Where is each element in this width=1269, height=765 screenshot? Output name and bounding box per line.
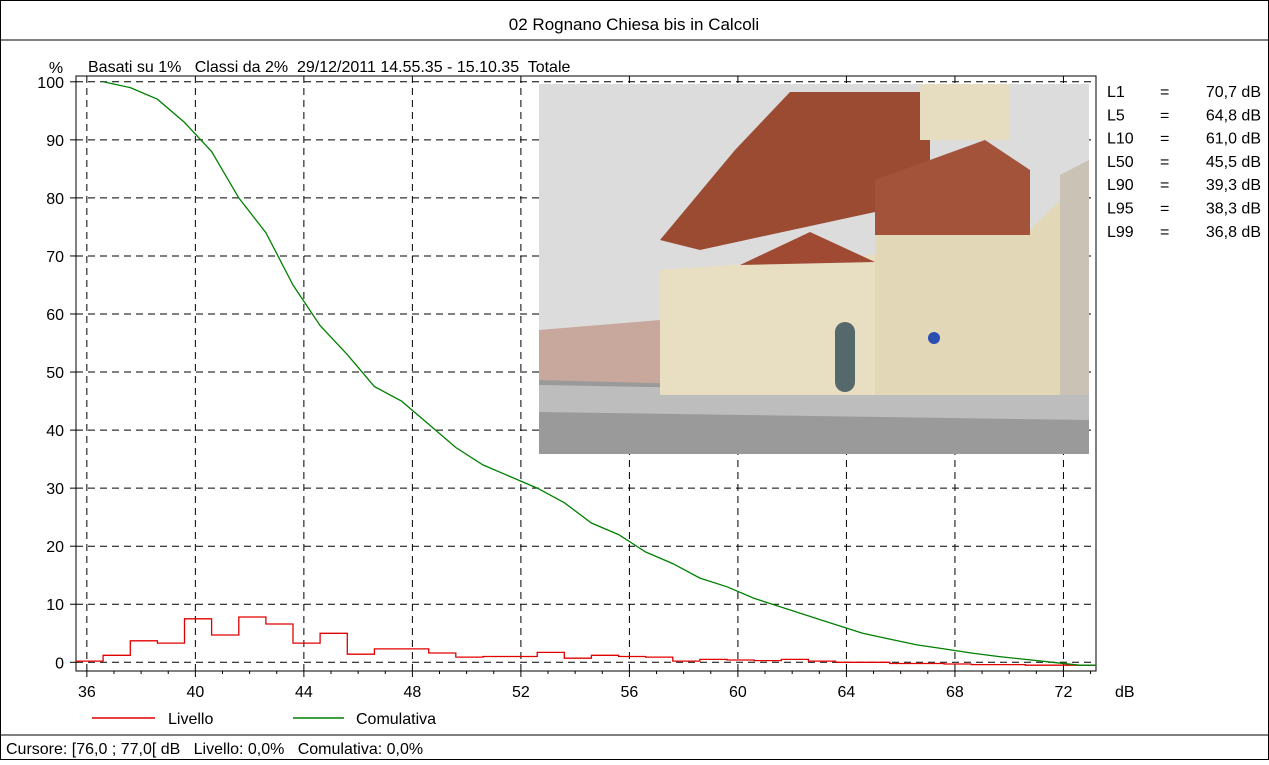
y-axis-unit: % xyxy=(49,60,63,77)
y-tick-label: 0 xyxy=(55,655,64,672)
stat-label: L90 xyxy=(1107,177,1134,194)
stat-equals: = xyxy=(1160,107,1169,124)
photo-church-brick xyxy=(660,92,930,250)
x-tick-label: 36 xyxy=(78,684,96,701)
x-tick-label: 40 xyxy=(186,684,204,701)
x-tick-label: 44 xyxy=(295,684,313,701)
chart-subtitle: Basati su 1% Classi da 2% 29/12/2011 14.… xyxy=(88,59,571,76)
x-axis-unit: dB xyxy=(1115,684,1135,701)
photo-roof xyxy=(740,232,875,265)
y-tick-label: 40 xyxy=(46,423,64,440)
photo-bell-tower xyxy=(920,84,1010,140)
site-photo xyxy=(539,84,1089,454)
x-tick-label: 48 xyxy=(403,684,421,701)
y-tick-label: 90 xyxy=(46,133,64,150)
series-livello-line xyxy=(76,616,1096,666)
stat-value: 45,5 dB xyxy=(1206,154,1261,171)
stat-value: 70,7 dB xyxy=(1206,84,1261,101)
x-tick-label: 52 xyxy=(512,684,530,701)
y-tick-label: 20 xyxy=(46,539,64,556)
stat-label: L50 xyxy=(1107,154,1134,171)
stat-equals: = xyxy=(1160,131,1169,148)
stat-label: L99 xyxy=(1107,224,1134,241)
photo-church-upper-brick xyxy=(875,140,1030,235)
y-tick-label: 100 xyxy=(37,75,64,92)
stat-value: 39,3 dB xyxy=(1206,177,1261,194)
x-tick-label: 56 xyxy=(621,684,639,701)
series-layer xyxy=(76,81,1096,666)
x-axis: 36 40 44 48 52 56 60 64 68 72 xyxy=(78,671,1092,701)
stat-label: L95 xyxy=(1107,201,1134,218)
stat-value: 36,8 dB xyxy=(1206,224,1261,241)
y-tick-label: 60 xyxy=(46,307,64,324)
plot-frame xyxy=(75,75,1097,672)
stat-equals: = xyxy=(1160,177,1169,194)
legend-comulativa-label: Comulativa xyxy=(356,711,436,728)
stat-label: L5 xyxy=(1107,107,1125,124)
y-tick-label: 50 xyxy=(46,365,64,382)
photo-church-wall xyxy=(660,255,880,395)
y-tick-label: 30 xyxy=(46,481,64,498)
photo-door xyxy=(835,322,855,392)
y-tick-label: 10 xyxy=(46,597,64,614)
chart-title: 02 Rognano Chiesa bis in Calcoli xyxy=(509,15,759,34)
x-tick-label: 64 xyxy=(838,684,856,701)
x-tick-label: 68 xyxy=(946,684,964,701)
stat-value: 64,8 dB xyxy=(1206,107,1261,124)
statistics-panel: L1 = 70,7 dB L5 = 64,8 dB L10 = 61,0 dB L50 = 45,5 … xyxy=(1107,84,1261,241)
stat-value: 38,3 dB xyxy=(1206,201,1261,218)
stat-equals: = xyxy=(1160,154,1169,171)
x-tick-label: 60 xyxy=(729,684,747,701)
cursor-readout: Cursore: [76,0 ; 77,0[ dB Livello: 0,0% … xyxy=(6,741,423,758)
stat-equals: = xyxy=(1160,201,1169,218)
photo-right-building xyxy=(1060,160,1089,395)
stat-equals: = xyxy=(1160,84,1169,101)
stat-label: L10 xyxy=(1107,131,1134,148)
y-tick-label: 70 xyxy=(46,249,64,266)
stat-value: 61,0 dB xyxy=(1206,131,1261,148)
stat-equals: = xyxy=(1160,224,1169,241)
photo-church-side-wall xyxy=(875,200,1060,395)
legend-livello-label: Livello xyxy=(168,711,213,728)
series-comulativa-line xyxy=(102,81,1096,666)
photo-sign xyxy=(928,332,940,344)
photo-background-buildings xyxy=(539,320,660,385)
y-tick-label: 80 xyxy=(46,191,64,208)
x-tick-label: 72 xyxy=(1055,684,1073,701)
stat-label: L1 xyxy=(1107,84,1125,101)
